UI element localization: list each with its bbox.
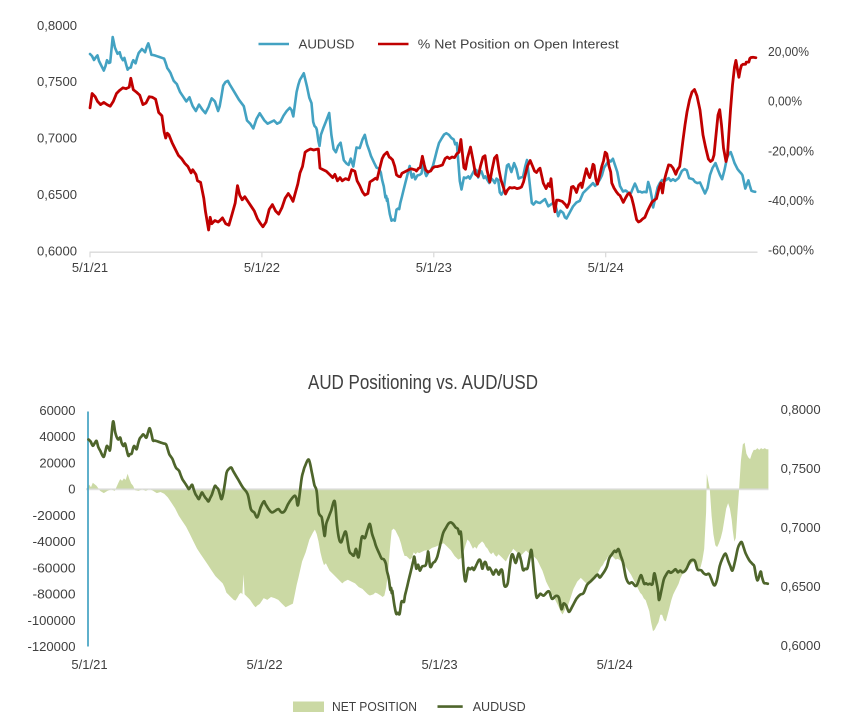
svg-text:-120000: -120000	[28, 639, 76, 654]
svg-text:20000: 20000	[39, 455, 75, 470]
svg-text:0,8000: 0,8000	[37, 18, 77, 33]
svg-text:0: 0	[68, 482, 75, 497]
svg-text:0,00%: 0,00%	[768, 94, 802, 109]
svg-text:-40000: -40000	[33, 534, 76, 549]
svg-text:5/1/23: 5/1/23	[422, 657, 458, 672]
svg-text:5/1/24: 5/1/24	[597, 657, 633, 672]
svg-text:-20000: -20000	[33, 508, 76, 523]
svg-text:NET POSITION: NET POSITION	[332, 699, 417, 714]
svg-text:5/1/22: 5/1/22	[246, 657, 282, 672]
svg-text:-20,00%: -20,00%	[768, 143, 814, 158]
svg-text:5/1/22: 5/1/22	[244, 260, 280, 275]
svg-text:0,7500: 0,7500	[37, 74, 77, 89]
svg-text:0,6500: 0,6500	[37, 187, 77, 202]
svg-text:0,7500: 0,7500	[781, 461, 821, 476]
svg-text:40000: 40000	[39, 429, 75, 444]
svg-text:AUD Positioning vs. AUD/USD: AUD Positioning vs. AUD/USD	[308, 372, 538, 394]
svg-text:0,7000: 0,7000	[37, 131, 77, 146]
svg-text:AUDUSD: AUDUSD	[299, 37, 355, 52]
svg-text:-100000: -100000	[28, 613, 76, 628]
svg-text:-60000: -60000	[33, 560, 76, 575]
svg-text:0,6500: 0,6500	[781, 579, 821, 594]
svg-text:60000: 60000	[39, 403, 75, 418]
svg-text:0,6000: 0,6000	[37, 243, 77, 258]
svg-text:5/1/21: 5/1/21	[72, 260, 108, 275]
svg-text:AUDUSD: AUDUSD	[473, 699, 526, 714]
svg-text:0,6000: 0,6000	[781, 638, 821, 653]
svg-text:5/1/24: 5/1/24	[588, 260, 624, 275]
svg-text:0,7000: 0,7000	[781, 520, 821, 535]
svg-text:5/1/23: 5/1/23	[416, 260, 452, 275]
svg-text:-80000: -80000	[33, 587, 76, 602]
svg-text:0,8000: 0,8000	[781, 402, 821, 417]
svg-text:% Net Position on Open Interes: % Net Position on Open Interest	[418, 37, 619, 52]
svg-text:20,00%: 20,00%	[768, 44, 809, 59]
svg-text:5/1/21: 5/1/21	[71, 657, 107, 672]
svg-text:-60,00%: -60,00%	[768, 242, 814, 257]
svg-text:-40,00%: -40,00%	[768, 193, 814, 208]
